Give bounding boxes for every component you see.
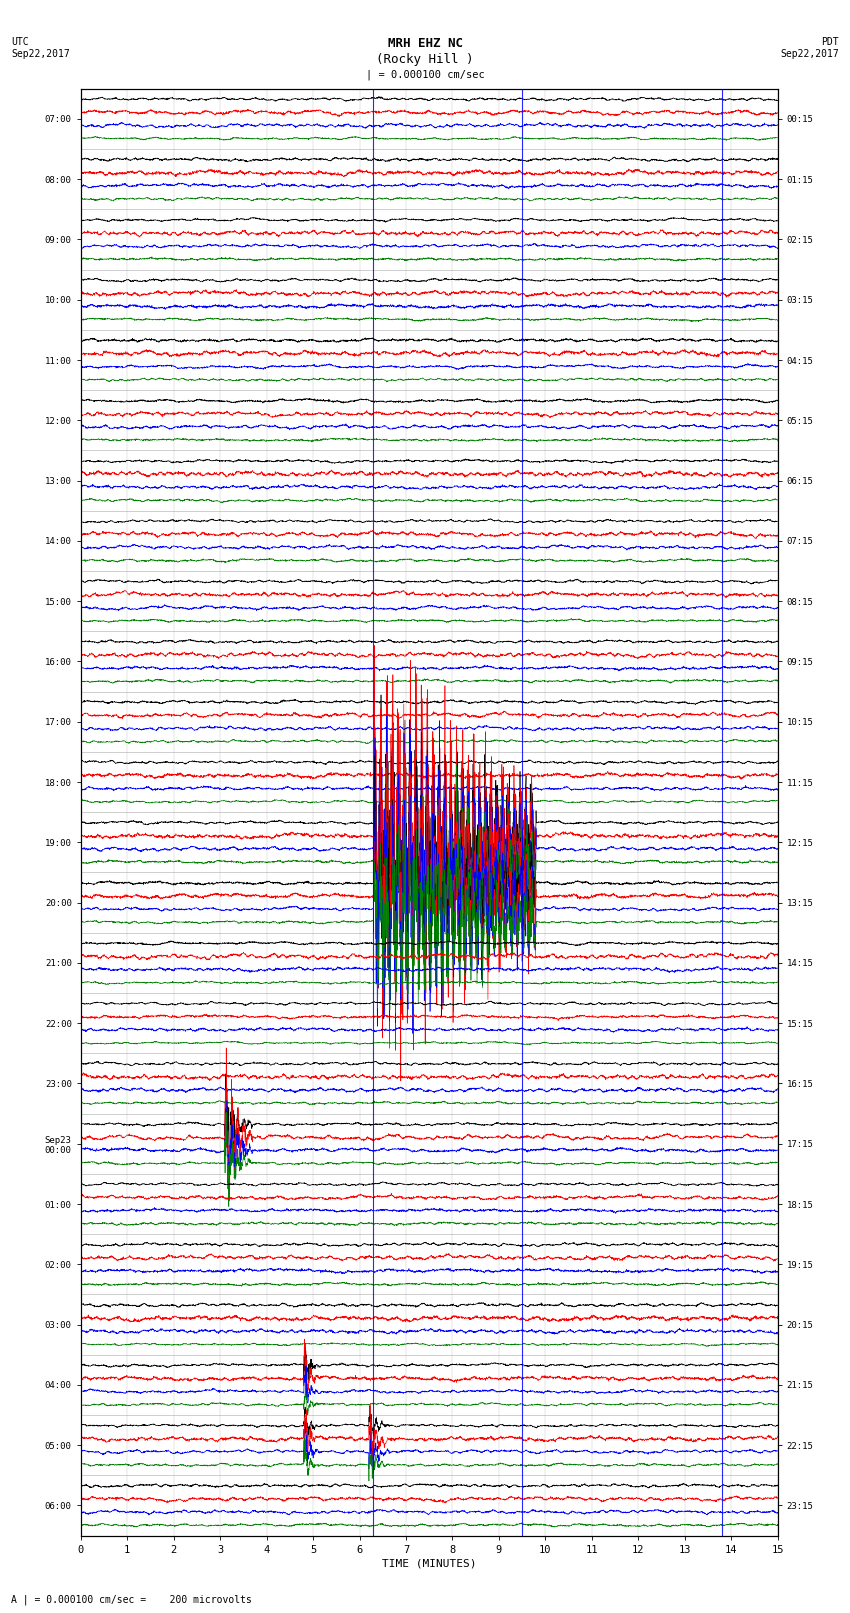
Text: | = 0.000100 cm/sec: | = 0.000100 cm/sec [366,69,484,81]
Text: PDT
Sep22,2017: PDT Sep22,2017 [780,37,839,58]
Text: (Rocky Hill ): (Rocky Hill ) [377,53,473,66]
Text: A | = 0.000100 cm/sec =    200 microvolts: A | = 0.000100 cm/sec = 200 microvolts [11,1594,252,1605]
Text: MRH EHZ NC: MRH EHZ NC [388,37,462,50]
X-axis label: TIME (MINUTES): TIME (MINUTES) [382,1558,477,1569]
Text: UTC
Sep22,2017: UTC Sep22,2017 [11,37,70,58]
